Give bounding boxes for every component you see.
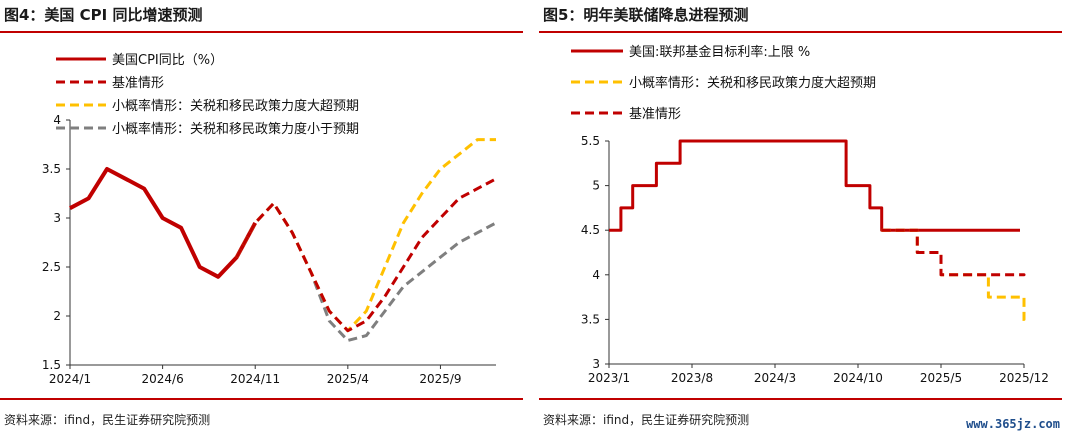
chart-title: 图5：明年美联储降息进程预测 [543,6,749,24]
series-line [235,177,497,333]
fed-rate-chart-svg: 3 3.5 4 4.5 5 5.5 2023/1 2023/8 2024/3 2024/10 202… [571,44,1049,385]
chart-title: 图4：美国 CPI 同比增速预测 [4,6,203,24]
y-tick-label: 3 [53,211,61,225]
x-tick-label: 2023/1 [588,371,630,385]
x-tick-label: 2025/12 [999,371,1049,385]
source-divider [0,398,523,400]
series-line [609,139,1020,232]
chart-panel-cpi: 图4：美国 CPI 同比增速预测 1.5 2 2.5 3 3.5 4 2024/1 2024/… [0,0,527,442]
y-tick-label: 3.5 [581,312,600,326]
y-tick-label: 4 [53,113,61,127]
y-tick-label: 5.5 [581,134,600,148]
source-note: 资料来源：ifind，民生证券研究院预测 [4,413,211,427]
x-tick-label: 2024/6 [141,372,183,386]
y-tick-label: 2.5 [42,260,61,274]
y-tick-label: 5 [592,179,600,193]
chart-panel-fed-rate: 图5：明年美联储降息进程预测 3 3.5 4 4.5 5 5.5 2023/1 2023/8 2… [539,0,1066,442]
legend-label: 基准情形 [112,76,164,91]
y-tick-label: 3 [592,357,600,371]
legend-label: 美国:联邦基金目标利率:上限 % [629,44,810,60]
y-tick-label: 4.5 [581,223,600,237]
y-tick-label: 3.5 [42,162,61,176]
legend-label: 小概率情形：关税和移民政策力度大超预期 [629,75,876,91]
cpi-chart-svg: 1.5 2 2.5 3 3.5 4 2024/1 2024/6 2024/11 2025/4 202… [42,53,497,386]
legend-label: 小概率情形：关税和移民政策力度小于预期 [112,121,359,137]
x-tick-label: 2024/11 [230,372,280,386]
y-tick-label: 1.5 [42,358,61,372]
x-tick-label: 2024/3 [754,371,796,385]
legend-label: 基准情形 [629,107,681,122]
series-line [235,138,496,333]
series-line [235,201,497,342]
legend-label: 美国CPI同比（%） [112,53,223,68]
series-line [69,167,257,279]
title-divider [539,31,1062,33]
legend-label: 小概率情形：关税和移民政策力度大超预期 [112,98,359,114]
title-divider [0,31,523,33]
x-tick-label: 2025/5 [920,371,962,385]
x-tick-label: 2024/10 [833,371,883,385]
x-tick-label: 2025/4 [327,372,369,386]
y-tick-label: 4 [592,268,600,282]
series-line [881,228,1026,277]
x-tick-label: 2023/8 [671,371,713,385]
x-tick-label: 2024/1 [49,372,91,386]
source-note: 资料来源：ifind，民生证券研究院预测 [543,413,750,427]
watermark: www.365jz.com [966,417,1060,431]
y-tick-label: 2 [53,309,61,323]
x-tick-label: 2025/9 [419,372,461,386]
source-divider [539,398,1062,400]
